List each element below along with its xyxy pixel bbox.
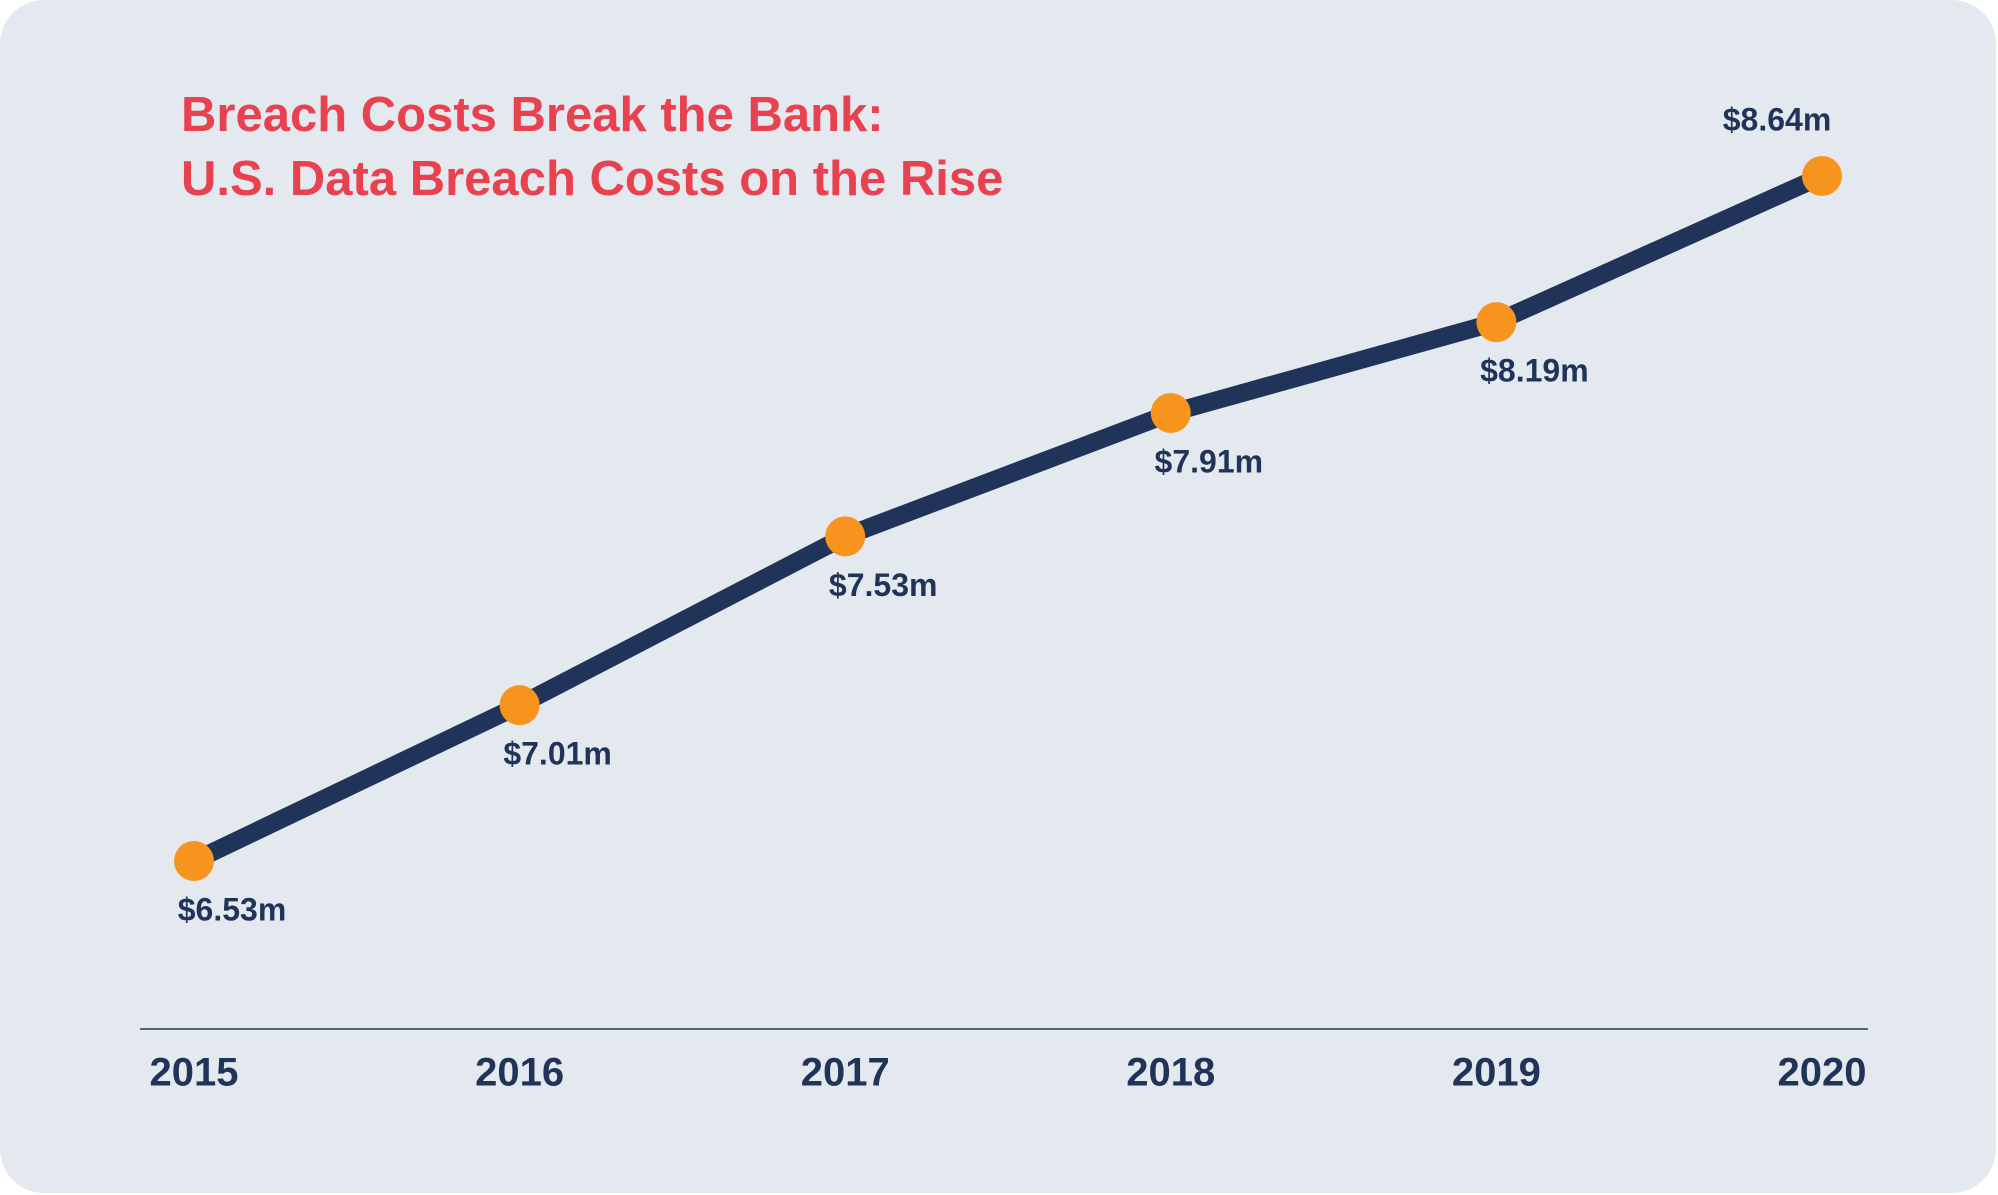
x-tick-label: 2017 bbox=[801, 1051, 890, 1095]
data-label: $6.53m bbox=[178, 891, 287, 927]
chart-title: U.S. Data Breach Costs on the Rise bbox=[181, 152, 1003, 206]
data-point bbox=[1476, 302, 1517, 343]
data-point bbox=[174, 841, 214, 881]
data-point bbox=[825, 516, 866, 557]
data-label: $7.53m bbox=[829, 567, 938, 603]
data-label: $8.19m bbox=[1480, 353, 1589, 389]
x-tick-label: 2018 bbox=[1126, 1051, 1215, 1095]
data-label: $7.91m bbox=[1155, 443, 1264, 479]
data-line bbox=[185, 167, 1831, 870]
data-label: $7.01m bbox=[503, 736, 612, 772]
chart-title: Breach Costs Break the Bank: bbox=[181, 88, 884, 142]
data-point bbox=[1150, 392, 1191, 433]
x-tick-label: 2015 bbox=[150, 1051, 239, 1095]
x-tick-label: 2019 bbox=[1452, 1051, 1541, 1095]
data-point bbox=[1802, 156, 1842, 196]
data-label: $8.64m bbox=[1723, 101, 1832, 137]
data-point bbox=[499, 685, 540, 726]
x-tick-label: 2020 bbox=[1778, 1051, 1867, 1095]
x-tick-label: 2016 bbox=[475, 1051, 564, 1095]
